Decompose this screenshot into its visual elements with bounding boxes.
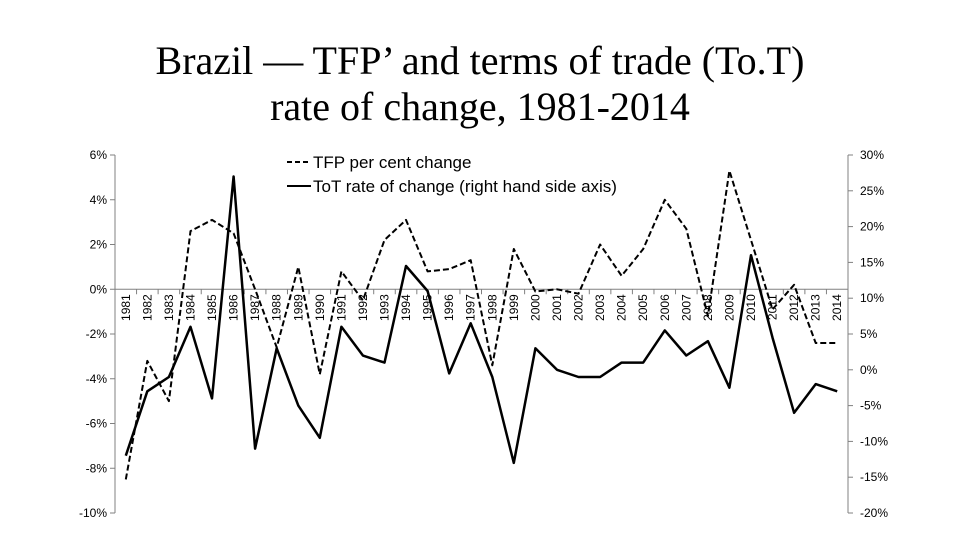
x-tick-label: 1982 [140, 294, 154, 321]
right-tick-label: 0% [860, 363, 878, 377]
x-tick-label: 1985 [205, 294, 219, 321]
right-tick-label: 15% [860, 255, 884, 269]
legend-label: TFP per cent change [313, 153, 471, 172]
right-tick-label: 20% [860, 220, 884, 234]
x-tick-label: 1991 [334, 294, 348, 321]
x-tick-label: 1997 [464, 294, 478, 321]
x-tick-label: 1987 [248, 294, 262, 321]
right-tick-label: -5% [860, 399, 882, 413]
x-tick-label: 2013 [809, 294, 823, 321]
x-tick-label: 1998 [485, 294, 499, 321]
right-tick-label: 25% [860, 184, 884, 198]
right-tick-label: -20% [860, 506, 888, 520]
x-tick-label: 2012 [787, 294, 801, 321]
x-tick-label: 1983 [162, 294, 176, 321]
x-tick-label: 2003 [593, 294, 607, 321]
left-tick-label: 6% [90, 148, 108, 162]
left-tick-label: -6% [86, 417, 108, 431]
legend-label: ToT rate of change (right hand side axis… [313, 177, 617, 196]
tot-series-line [124, 175, 838, 465]
x-tick-label: 2000 [528, 294, 542, 321]
x-tick-label: 2001 [550, 294, 564, 321]
x-tick-label: 2009 [722, 294, 736, 321]
left-tick-label: -8% [86, 461, 108, 475]
x-tick-label: 2014 [830, 294, 844, 321]
x-tick-label: 2005 [636, 294, 650, 321]
left-tick-label: 4% [90, 193, 108, 207]
left-tick-label: -2% [86, 327, 108, 341]
x-tick-label: 2004 [615, 294, 629, 321]
left-tick-label: 2% [90, 238, 108, 252]
right-tick-label: -10% [860, 434, 888, 448]
chart-title: Brazil — TFP’ and terms of trade (To.T) … [0, 38, 960, 130]
x-tick-label: 1993 [377, 294, 391, 321]
x-tick-label: 1992 [356, 294, 370, 321]
x-tick-label: 2007 [679, 294, 693, 321]
chart-title-line-2: rate of change, 1981-2014 [270, 84, 690, 129]
x-tick-label: 2010 [744, 294, 758, 321]
x-tick-label: 2002 [572, 294, 586, 321]
right-tick-label: -15% [860, 470, 888, 484]
x-tick-label: 1994 [399, 294, 413, 321]
x-tick-label: 1981 [119, 294, 133, 321]
x-tick-label: 1988 [270, 294, 284, 321]
x-tick-label: 1999 [507, 294, 521, 321]
x-tick-label: 1990 [313, 294, 327, 321]
right-tick-label: 30% [860, 148, 884, 162]
left-tick-label: 0% [90, 282, 108, 296]
right-tick-label: 10% [860, 291, 884, 305]
left-tick-label: -10% [79, 506, 107, 520]
x-tick-label: 1989 [291, 294, 305, 321]
chart-axes: 6% 4% 2% 0% -2% -4% -6% -8% -10% 30% 25% 20% 15% 10% 5… [79, 148, 888, 520]
tfp-series-line [124, 169, 838, 480]
x-tick-label: 1986 [227, 294, 241, 321]
left-tick-label: -4% [86, 372, 108, 386]
x-tick-label: 2011 [766, 294, 780, 320]
x-tick-label: 1996 [442, 294, 456, 321]
x-tick-label: 2006 [658, 294, 672, 321]
x-tick-label: 2008 [701, 294, 715, 321]
right-tick-label: 5% [860, 327, 878, 341]
chart-series [124, 169, 838, 480]
chart-legend: TFP per cent change ToT rate of change (r… [287, 153, 617, 196]
chart-title-line-1: Brazil — TFP’ and terms of trade (To.T) [155, 38, 805, 83]
x-tick-label: 1984 [183, 294, 197, 321]
